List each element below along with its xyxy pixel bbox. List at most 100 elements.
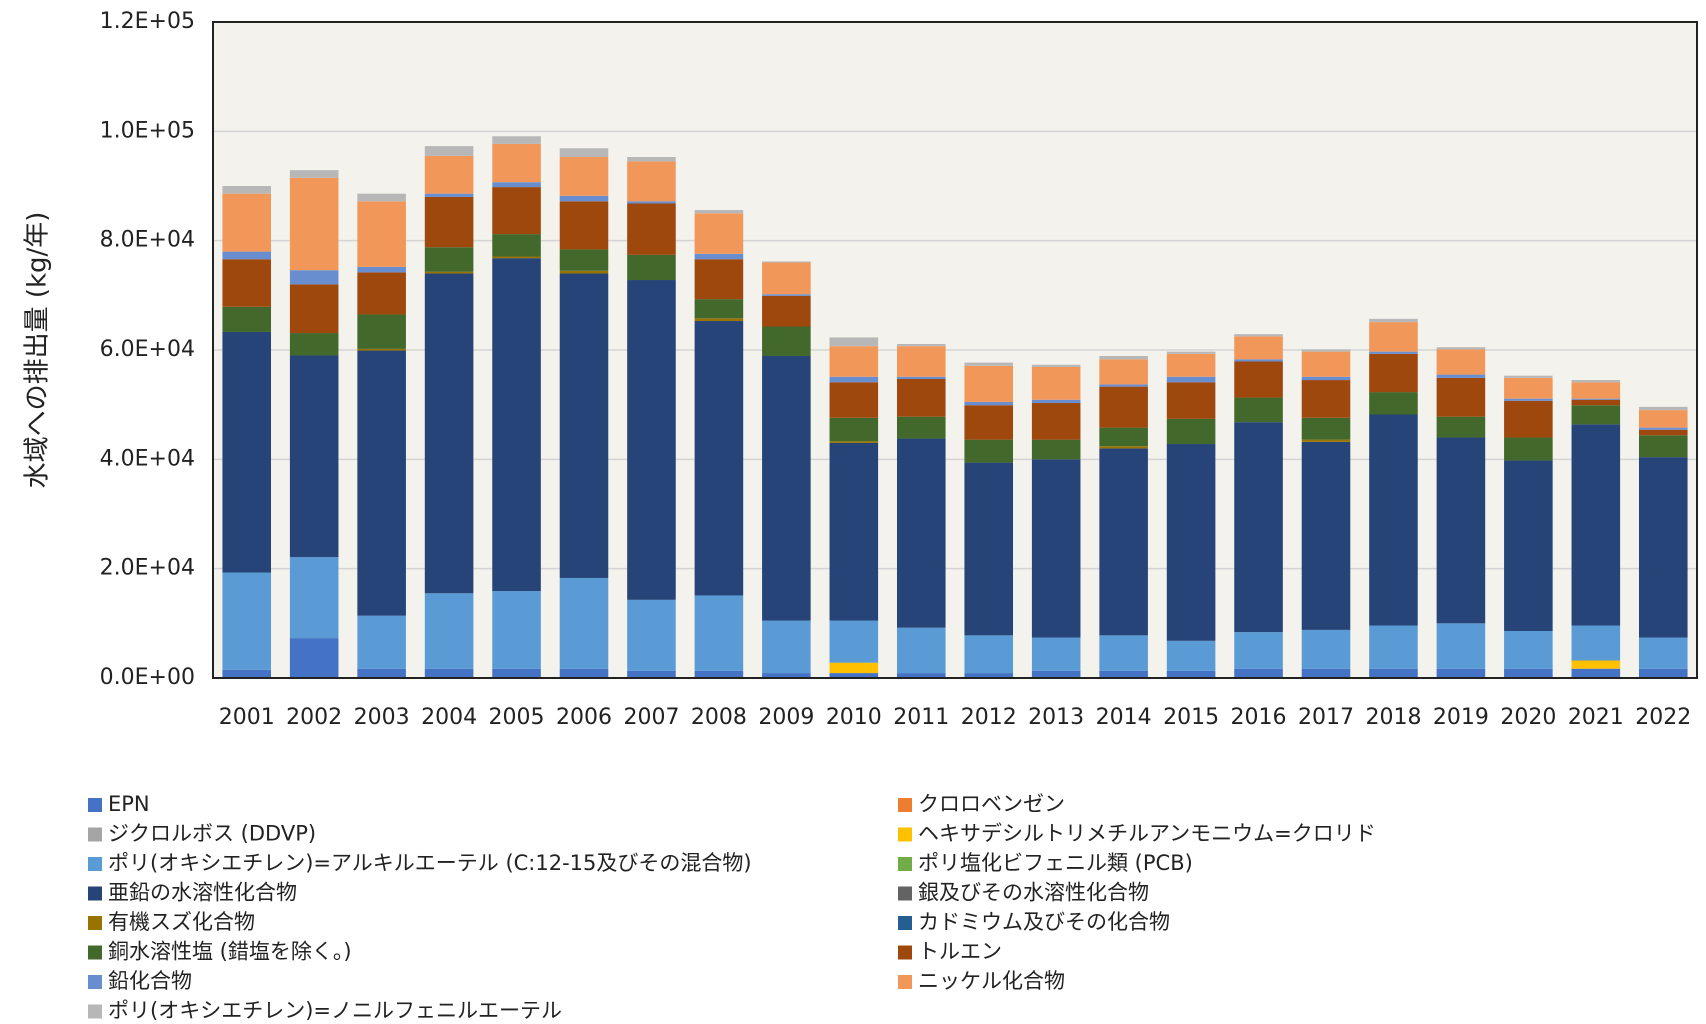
bar-segment bbox=[964, 673, 1014, 678]
bar-segment bbox=[896, 673, 946, 678]
bar-segment bbox=[222, 331, 272, 573]
bar-segment bbox=[1099, 359, 1148, 385]
bar-segment bbox=[492, 182, 541, 188]
legend-label: 亜鉛の水溶性化合物 bbox=[108, 881, 297, 905]
legend-label: トルエン bbox=[918, 940, 1002, 964]
legend-label: クロロベンゼン bbox=[918, 792, 1065, 816]
bar-segment bbox=[694, 595, 744, 671]
bar-segment bbox=[694, 253, 744, 260]
bar-segment bbox=[222, 259, 272, 307]
bar-segment bbox=[762, 261, 811, 263]
legend-swatch bbox=[898, 945, 912, 960]
y-tick-label: 1.2E+05 bbox=[100, 9, 195, 34]
bar-segment bbox=[492, 591, 541, 669]
x-tick-label: 2012 bbox=[961, 705, 1017, 730]
bar-segment bbox=[964, 635, 1014, 674]
bar-segment bbox=[289, 177, 339, 271]
x-tick-label: 2007 bbox=[623, 705, 679, 730]
bar-segment bbox=[627, 201, 676, 204]
bar-segment bbox=[829, 441, 879, 443]
bar-segment bbox=[1234, 632, 1283, 669]
bar-segment bbox=[289, 333, 339, 356]
bar-segment bbox=[627, 670, 676, 678]
bar-segment bbox=[289, 170, 339, 178]
bar-segment bbox=[694, 670, 744, 678]
bar-segment bbox=[492, 136, 541, 144]
bar-segment bbox=[762, 295, 811, 327]
bar-segment bbox=[559, 249, 609, 271]
x-tick-label: 2015 bbox=[1163, 705, 1219, 730]
bar-segment bbox=[1571, 380, 1621, 383]
bar-segment bbox=[222, 306, 272, 332]
bar-segment bbox=[222, 669, 272, 678]
legend-swatch bbox=[898, 975, 912, 989]
bar-segment bbox=[559, 148, 609, 158]
bar-segment bbox=[1031, 670, 1081, 678]
bar-segment bbox=[694, 318, 744, 322]
bar-segment bbox=[1369, 414, 1418, 626]
bar-segment bbox=[289, 270, 339, 285]
x-tick-label: 2008 bbox=[691, 705, 747, 730]
bar-segment bbox=[694, 259, 744, 300]
bar-segment bbox=[222, 193, 272, 252]
legend-swatch bbox=[898, 857, 912, 871]
bar-segment bbox=[1571, 405, 1621, 425]
bar-segment bbox=[1031, 364, 1081, 367]
bar-segment bbox=[1166, 353, 1216, 377]
bar-segment bbox=[1369, 351, 1418, 354]
bar-segment bbox=[1301, 417, 1351, 440]
legend-label: EPN bbox=[108, 792, 150, 816]
bar-segment bbox=[1166, 640, 1216, 671]
bar-segment bbox=[222, 251, 272, 260]
bar-segment bbox=[627, 157, 676, 162]
bar-segment bbox=[1571, 382, 1621, 399]
bar-segment bbox=[1504, 630, 1553, 669]
bar-segment bbox=[559, 157, 609, 196]
bar-segment bbox=[829, 346, 879, 377]
bar-segment bbox=[1031, 637, 1081, 671]
bar-segment bbox=[1436, 374, 1486, 378]
bar-segment bbox=[492, 187, 541, 235]
legend-swatch bbox=[898, 827, 912, 842]
bar-segment bbox=[357, 314, 406, 349]
legend-swatch bbox=[88, 857, 102, 871]
bar-segment bbox=[1166, 444, 1216, 641]
bar-segment bbox=[289, 284, 339, 334]
bar-segment bbox=[492, 143, 541, 183]
bar-segment bbox=[1571, 625, 1621, 661]
bar-segment bbox=[1166, 418, 1216, 445]
bar-segment bbox=[1099, 356, 1148, 360]
y-axis-title: 水域への排出量 (kg/年) bbox=[23, 212, 53, 489]
bar-segment bbox=[1234, 422, 1283, 633]
bar-segment bbox=[1436, 349, 1486, 375]
bar-segment bbox=[896, 376, 946, 379]
x-tick-label: 2006 bbox=[556, 705, 612, 730]
bar-segment bbox=[222, 186, 272, 194]
bar-segment bbox=[1436, 668, 1486, 678]
legend-swatch bbox=[898, 916, 912, 930]
bar-segment bbox=[1638, 427, 1688, 430]
legend-swatch bbox=[88, 945, 102, 960]
bar-segment bbox=[694, 210, 744, 214]
bar-segment bbox=[1234, 397, 1283, 423]
bar-segment bbox=[964, 365, 1014, 402]
x-tick-label: 2021 bbox=[1568, 705, 1624, 730]
x-tick-label: 2019 bbox=[1433, 705, 1489, 730]
x-tick-label: 2013 bbox=[1028, 705, 1084, 730]
bar-segment bbox=[1031, 439, 1081, 460]
bar-segment bbox=[829, 673, 879, 678]
bar-segment bbox=[1504, 437, 1553, 461]
x-tick-label: 2022 bbox=[1635, 705, 1691, 730]
bar-segment bbox=[829, 382, 879, 418]
bar-segment bbox=[1571, 660, 1621, 669]
legend-label: 銀及びその水溶性化合物 bbox=[918, 881, 1149, 905]
bar-segment bbox=[424, 668, 474, 678]
bar-segment bbox=[1436, 347, 1486, 350]
bar-segment bbox=[559, 668, 609, 678]
x-tick-label: 2001 bbox=[219, 705, 275, 730]
bar-segment bbox=[1638, 457, 1688, 638]
bar-segment bbox=[1638, 668, 1688, 678]
legend-swatch bbox=[898, 886, 912, 901]
bar-segment bbox=[964, 362, 1014, 366]
